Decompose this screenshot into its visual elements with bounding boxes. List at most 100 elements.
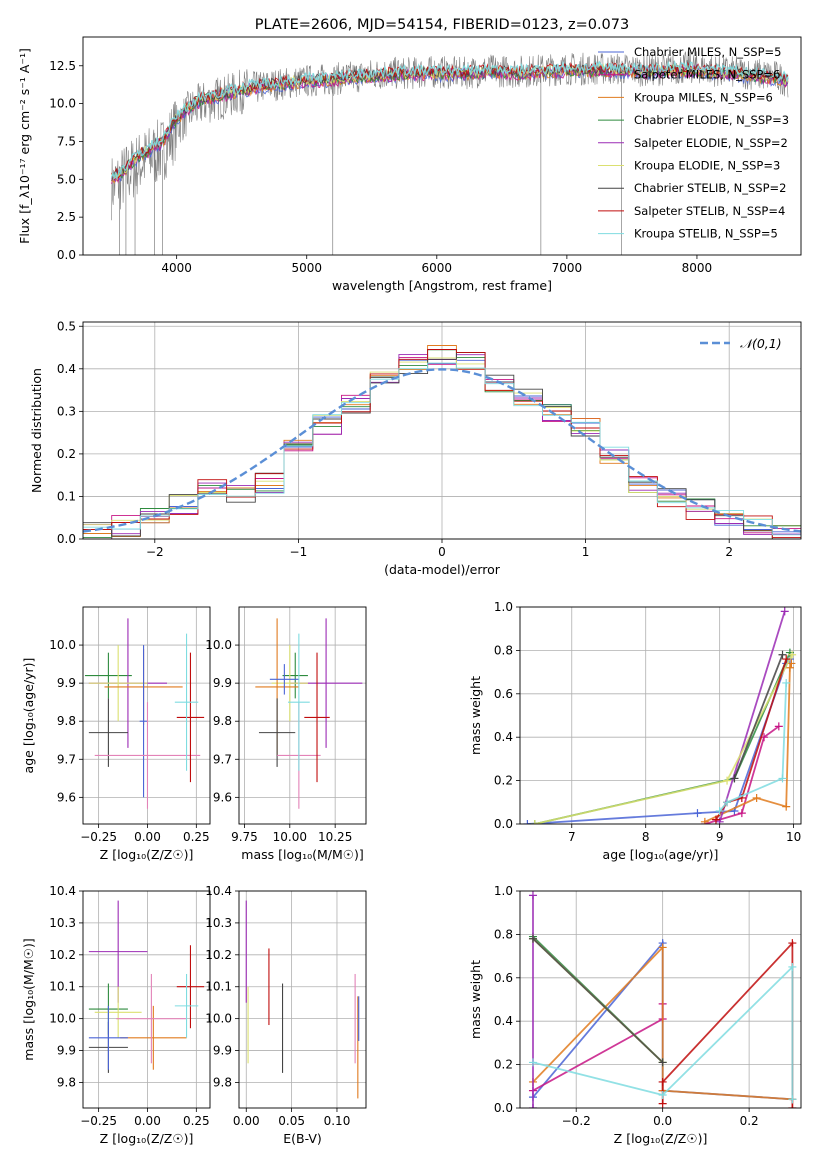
- age-vs-mass-ytick-label-0: 9.6: [213, 790, 232, 804]
- massweight-vs-Z-marker-7-1: [658, 1077, 667, 1086]
- spectrum-legend-label-6: Chabrier STELIB, N_SSP=2: [634, 181, 786, 195]
- massweight-vs-Z-marker-8-3: [788, 1095, 797, 1104]
- age-vs-Z-xlabel: Z [log₁₀(Z/Z☉)]: [100, 847, 194, 862]
- spectrum-xtick-label-2: 6000: [422, 261, 453, 275]
- massweight-vs-age-marker-0-0: [523, 820, 532, 824]
- spectrum-ylabel: Flux [f_λ10⁻¹⁷ erg cm⁻² s⁻¹ A⁻¹]: [17, 48, 32, 244]
- massweight-vs-age-marker-5-0: [530, 820, 539, 824]
- mass-vs-Z-ytick-label-5: 10.3: [49, 916, 76, 930]
- spectrum-ytick-label-5: 12.5: [49, 59, 76, 73]
- mass-vs-EBV-chart: 0.00 0.05 0.10 9.8 9.9 10.0 10.1 10.2 10.3 10.4 E(…: [205, 884, 367, 1146]
- massweight-vs-Z-line-8: [532, 964, 794, 1100]
- massweight-vs-Z-line-2: [532, 945, 793, 1101]
- massweight-vs-age-xtick-label-3: 10: [786, 830, 801, 844]
- spectrum-legend-label-3: Chabrier ELODIE, N_SSP=3: [634, 113, 789, 127]
- massweight-vs-age-marker-2-0: [700, 817, 709, 824]
- massweight-vs-age-ytick-label-1: 0.2: [494, 774, 513, 788]
- spectrum-frame: [82, 36, 802, 256]
- spectrum-legend-label-5: Kroupa ELODIE, N_SSP=3: [634, 159, 780, 173]
- mass-vs-Z-xtick-label-1: 0.00: [134, 1114, 161, 1128]
- mass-vs-EBV-xtick-label-0: 0.00: [233, 1114, 260, 1128]
- massweight-vs-Z-line-6: [532, 938, 664, 1064]
- massweight-vs-age-chart: 7 8 9 10 0.0 0.2 0.4 0.6 0.8 1.0 age [log₁₀(age/yr…: [468, 600, 802, 862]
- massweight-vs-age-line-3: [534, 652, 791, 824]
- massweight-vs-age-marker-7-3: [782, 655, 791, 664]
- massweight-vs-age-marker-2-4: [787, 659, 796, 668]
- mass-vs-EBV-plot-area: [245, 900, 360, 1099]
- massweight-vs-age-marker-5-2: [788, 650, 797, 659]
- mass-vs-EBV-ytick-label-4: 10.2: [205, 948, 232, 962]
- spectrum-xtick-label-1: 5000: [291, 261, 322, 275]
- residuals-ytick-label-3: 0.3: [57, 404, 76, 418]
- residuals-ytick-label-5: 0.5: [57, 319, 76, 333]
- mass-vs-EBV-ytick-label-1: 9.9: [213, 1044, 232, 1058]
- massweight-vs-age-marker-8-3: [782, 678, 791, 687]
- massweight-vs-Z-marker-4-1: [528, 891, 537, 900]
- residuals-ytick-label-2: 0.2: [57, 447, 76, 461]
- mass-vs-Z-xtick-label-0: −0.25: [80, 1114, 117, 1128]
- mass-vs-Z-frame: [82, 890, 211, 1109]
- massweight-vs-Z-line-7: [661, 940, 794, 1108]
- massweight-vs-age-ytick-label-2: 0.4: [494, 730, 513, 744]
- age-vs-Z-ytick-label-2: 9.8: [57, 714, 76, 728]
- massweight-vs-Z-marker-8-1: [658, 1090, 667, 1099]
- residuals-xtick-label-0: −2: [146, 545, 164, 559]
- massweight-vs-age-marker-2-2: [782, 802, 791, 811]
- spectrum-title: PLATE=2606, MJD=54154, FIBERID=0123, z=0…: [255, 17, 629, 33]
- residuals-xtick-label-4: 2: [725, 545, 733, 559]
- massweight-vs-age-marker-2-1: [752, 793, 761, 802]
- massweight-vs-Z-ytick-label-0: 0.0: [494, 1101, 513, 1115]
- age-vs-Z-frame: [82, 606, 211, 825]
- massweight-vs-age-ytick-label-3: 0.6: [494, 687, 513, 701]
- spectrum-legend: Chabrier MILES, N_SSP=5 Salpeter MILES, N…: [598, 45, 789, 241]
- massweight-vs-Z-marker-8-0: [528, 1058, 537, 1067]
- massweight-vs-Z-plot-area: [528, 891, 797, 1108]
- age-vs-Z-plot-area: [84, 618, 205, 809]
- age-vs-Z-ytick-label-1: 9.7: [57, 752, 76, 766]
- age-vs-mass-plot-area: [255, 618, 363, 809]
- massweight-vs-age-marker-8-0: [715, 806, 724, 815]
- massweight-vs-age-plot-area: [523, 607, 797, 824]
- spectrum-ytick-label-0: 0.0: [57, 248, 76, 262]
- residuals-ylabel: Normed distribution: [29, 368, 44, 493]
- massweight-vs-age-frame: [519, 606, 802, 825]
- massweight-vs-Z-xlabel: Z [log₁₀(Z/Z☉)]: [614, 1131, 708, 1146]
- massweight-vs-Z-frame: [519, 890, 802, 1109]
- spectrum-model-8: [110, 59, 789, 181]
- massweight-vs-age-xtick-label-0: 7: [568, 830, 576, 844]
- residuals-xtick-label-1: −1: [290, 545, 308, 559]
- age-vs-mass-ytick-label-3: 9.9: [213, 676, 232, 690]
- massweight-vs-Z-ytick-label-4: 0.8: [494, 927, 513, 941]
- residuals-ytick-label-1: 0.1: [57, 489, 76, 503]
- mass-vs-Z-plot-area: [88, 900, 205, 1073]
- spectrum-ytick-label-1: 2.5: [57, 210, 76, 224]
- residuals-hist-8: [83, 362, 801, 539]
- mass-vs-Z-ytick-label-0: 9.8: [57, 1075, 76, 1089]
- mass-vs-Z-ytick-label-6: 10.4: [49, 884, 76, 898]
- spectrum-xtick-label-0: 4000: [161, 261, 192, 275]
- spectrum-legend-label-2: Kroupa MILES, N_SSP=6: [634, 90, 773, 104]
- mass-vs-Z-ytick-label-3: 10.1: [49, 980, 76, 994]
- massweight-vs-Z-marker-7-0: [658, 1099, 667, 1108]
- massweight-vs-Z-marker-7-2: [788, 939, 797, 948]
- massweight-vs-age-line-4: [718, 611, 786, 823]
- mass-vs-Z-ylabel: mass [log₁₀(M/M☉)]: [21, 938, 36, 1060]
- age-vs-mass-chart: 9.75 10.00 10.25 9.6 9.7 9.8 9.9 10.0 mass [log₁…: [205, 606, 367, 862]
- residuals-legend-label: 𝒩(0,1): [740, 336, 782, 351]
- massweight-vs-Z-ytick-label-5: 1.0: [494, 884, 513, 898]
- spectrum-legend-label-1: Salpeter MILES, N_SSP=6: [634, 68, 780, 82]
- mass-vs-Z-chart: −0.25 0.00 0.25 9.8 9.9 10.0 10.1 10.2 10.3 10.4 Z…: [21, 884, 211, 1146]
- massweight-vs-Z-ytick-label-1: 0.2: [494, 1058, 513, 1072]
- spectrum-ytick-label-3: 7.5: [57, 134, 76, 148]
- mass-vs-EBV-ytick-label-0: 9.8: [213, 1075, 232, 1089]
- spectrum-legend-label-0: Chabrier MILES, N_SSP=5: [634, 45, 781, 59]
- spectrum-legend-label-7: Salpeter STELIB, N_SSP=4: [634, 204, 785, 218]
- age-vs-Z-ytick-label-4: 10.0: [49, 638, 76, 652]
- massweight-vs-age-line-8: [719, 682, 788, 812]
- massweight-vs-Z-line-1: [532, 1003, 664, 1092]
- mass-vs-EBV-xtick-label-2: 0.10: [324, 1114, 351, 1128]
- residuals-plot-area: [83, 345, 801, 539]
- massweight-vs-age-line-1: [704, 725, 780, 824]
- age-vs-Z-ytick-label-0: 9.6: [57, 790, 76, 804]
- age-vs-Z-ylabel: age [log₁₀(age/yr)]: [21, 658, 36, 774]
